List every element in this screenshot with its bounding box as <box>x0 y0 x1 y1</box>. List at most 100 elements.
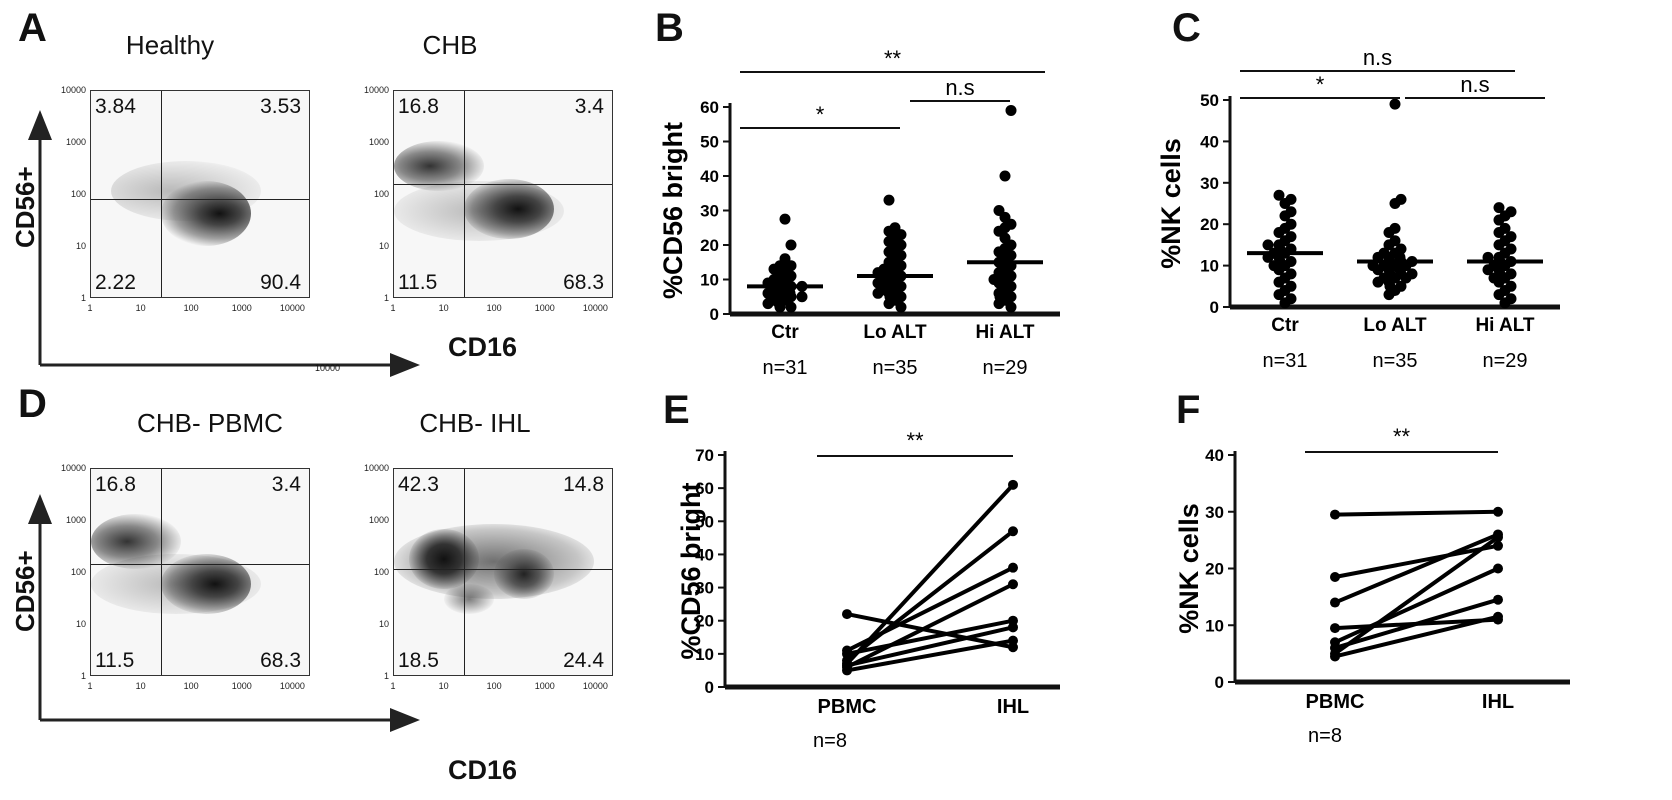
y-tick-label: 10 <box>695 645 714 664</box>
x-tick-label: 1 <box>390 681 395 691</box>
y-axis-label: %CD56 bright <box>658 122 688 299</box>
significance-label: n.s <box>1363 45 1392 70</box>
y-tick-label: 30 <box>700 202 719 221</box>
facs-y-axis-label-bottom: CD56+ <box>10 550 40 632</box>
data-point <box>1493 239 1505 251</box>
data-point <box>1493 611 1503 622</box>
x-category-label: IHL <box>1482 691 1514 713</box>
y-tick-label: 0 <box>1215 673 1224 692</box>
data-point <box>1279 198 1291 209</box>
y-tick-label: 10000 <box>61 463 86 473</box>
y-axis-label: %NK cells <box>1174 503 1204 634</box>
chart-b-cd56-bright-scatter: 0 10 20 30 40 50 60 Ctr n=31 Lo ALT n=35 Hi ALT n=29… <box>658 46 1060 379</box>
gate-line-vertical <box>464 469 465 675</box>
facs-title-chb-ihl: CHB- IHL <box>419 408 531 438</box>
paired-line <box>1334 566 1499 645</box>
x-tick-label: 100 <box>184 303 199 313</box>
y-tick-label: 10 <box>1205 616 1224 635</box>
panel-letter-d: D <box>18 382 47 426</box>
x-tick-label: 10000 <box>280 303 305 313</box>
x-axis-arrowhead <box>390 353 420 377</box>
data-point <box>1008 579 1018 590</box>
y-tick-label: 10 <box>379 241 389 251</box>
y-tick-label: 1 <box>81 671 86 681</box>
quadrant-lr: 68.3 <box>563 271 604 294</box>
chart-f-nk-cells-paired: 0 10 20 30 40 PBMC IHL n=8 %NK cells ** <box>1174 424 1570 747</box>
data-point <box>1482 264 1494 276</box>
y-tick-label: 10000 <box>61 85 86 95</box>
data-point <box>1008 526 1018 537</box>
data-point <box>1499 297 1511 309</box>
y-tick-label: 60 <box>700 98 719 117</box>
significance-label: ** <box>906 428 924 453</box>
data-point <box>1372 276 1384 288</box>
paired-line <box>845 483 1015 666</box>
y-tick-label: 1000 <box>66 137 86 147</box>
density-blob <box>394 141 484 191</box>
n-label: n=8 <box>1308 725 1342 747</box>
y-axis-label: %NK cells <box>1156 138 1186 269</box>
x-tick-label: 10000 <box>280 681 305 691</box>
paired-line <box>1334 509 1499 517</box>
x-tick-label: 10 <box>136 681 146 691</box>
data-point <box>785 301 797 313</box>
data-point <box>1273 226 1285 238</box>
data-point <box>872 287 884 299</box>
x-tick-label: 1000 <box>535 303 555 313</box>
panel-letter-c: C <box>1172 6 1201 50</box>
data-point <box>1273 189 1285 201</box>
y-tick-label: 50 <box>700 133 719 152</box>
data-point <box>1389 198 1401 209</box>
density-blob <box>409 529 479 589</box>
x-category-label: PBMC <box>818 696 877 718</box>
data-point <box>1273 264 1285 276</box>
facs-y-axis-label-top: CD56+ <box>10 166 40 248</box>
y-tick-label: 0 <box>710 305 719 324</box>
x-tick-label: 10 <box>439 303 449 313</box>
data-point <box>1330 572 1340 583</box>
x-tick-label: 10000 <box>583 303 608 313</box>
data-point <box>1279 210 1291 222</box>
gate-line-horizontal <box>394 184 612 185</box>
x-tick-label: 100 <box>487 681 502 691</box>
data-point <box>1493 202 1505 214</box>
quadrant-ll: 18.5 <box>398 649 439 672</box>
y-tick-label: 70 <box>695 446 714 465</box>
y-tick-label: 1000 <box>369 515 389 525</box>
data-point <box>1389 98 1401 110</box>
y-tick-label: 1000 <box>66 515 86 525</box>
paired-line <box>845 529 1015 663</box>
y-tick-label: 50 <box>1200 91 1219 110</box>
x-tick-label: 100 <box>184 681 199 691</box>
data-point <box>1008 622 1018 633</box>
facs-title-chb-pbmc: CHB- PBMC <box>137 408 283 438</box>
facs-plot-healthy: 3.84 3.53 2.22 90.4 <box>90 90 310 298</box>
data-point <box>1493 214 1505 226</box>
y-tick-label: 40 <box>700 167 719 186</box>
significance-label: ** <box>1393 424 1411 449</box>
y-tick-label: 100 <box>374 189 389 199</box>
quadrant-lr: 24.4 <box>563 649 604 672</box>
significance-label: ** <box>884 46 902 71</box>
gate-line-horizontal <box>394 569 612 570</box>
x-tick-label: 100 <box>487 303 502 313</box>
y-tick-label: 10 <box>379 619 389 629</box>
x-tick-label: 1 <box>87 681 92 691</box>
quadrant-ur: 3.4 <box>271 473 301 496</box>
quadrant-lr: 68.3 <box>260 649 301 672</box>
quadrant-ur: 3.4 <box>574 95 604 118</box>
significance-label: n.s <box>945 75 974 100</box>
data-point <box>1008 562 1018 573</box>
y-tick-label: 10 <box>1200 257 1219 276</box>
chart-e-cd56-bright-paired: 0 10 20 30 40 50 60 70 PBMC IHL n=8 %CD56 bright ** <box>676 428 1060 752</box>
x-category-label: Ctr <box>771 322 799 343</box>
data-point <box>1262 239 1274 251</box>
data-point <box>999 170 1011 182</box>
data-point <box>796 291 808 303</box>
x-tick-label: 10 <box>439 681 449 691</box>
density-blob <box>464 179 554 239</box>
x-tick-label: 1000 <box>232 303 252 313</box>
x-category-label: IHL <box>997 696 1029 718</box>
significance-label: * <box>1316 72 1325 97</box>
data-point <box>1273 276 1285 288</box>
